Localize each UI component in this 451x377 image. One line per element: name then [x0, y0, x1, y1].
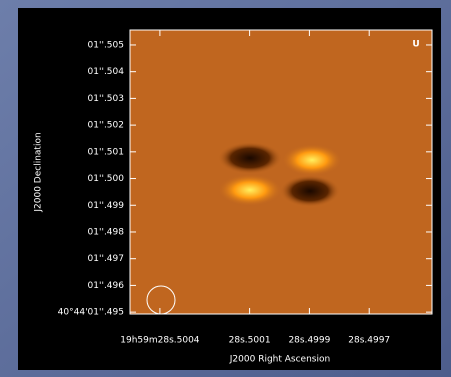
- stokes-label: U: [412, 40, 419, 50]
- y-axis-label: J2000 Declination: [34, 132, 44, 212]
- y-tick-label: 01''.496: [88, 281, 125, 291]
- y-tick-label: 40°44'01''.495: [58, 308, 124, 318]
- y-tick-label: 01''.505: [88, 40, 124, 50]
- y-tick-label: 01''.498: [88, 227, 125, 237]
- positive-lobe: [218, 174, 282, 206]
- x-tick-label: 19h59m28s.5004: [120, 336, 200, 346]
- x-tick-label: 28s.5001: [229, 336, 271, 346]
- page: {"chart_data": {"type": "image", "stokes…: [0, 0, 451, 377]
- negative-lobe: [280, 175, 340, 207]
- y-tick-label: 01''.497: [88, 254, 124, 264]
- viewer: U J2000 Right Ascension J2000 Declinatio…: [0, 0, 451, 377]
- negative-lobe: [218, 142, 282, 174]
- positive-lobe: [282, 144, 342, 176]
- y-tick-label: 01''.501: [88, 147, 124, 157]
- image-raster: [130, 30, 432, 314]
- x-tick-label: 28s.4999: [288, 336, 330, 346]
- y-tick-label: 01''.504: [88, 67, 125, 77]
- y-tick-label: 01''.500: [88, 174, 125, 184]
- x-tick-label: 28s.4997: [348, 336, 390, 346]
- x-axis-label: J2000 Right Ascension: [229, 355, 330, 365]
- y-tick-label: 01''.503: [88, 94, 124, 104]
- y-tick-label: 01''.502: [88, 121, 124, 131]
- y-tick-label: 01''.499: [88, 201, 125, 211]
